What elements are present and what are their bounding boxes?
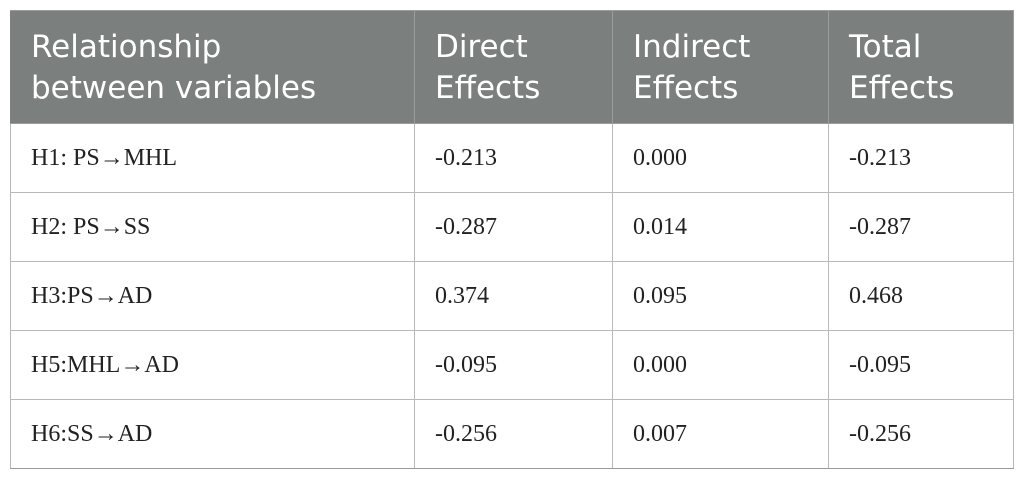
- table-row: H1: PS→MHL -0.213 0.000 -0.213: [10, 123, 1014, 193]
- cell-total: -0.256: [828, 399, 1014, 469]
- effects-table: Relationship between variables Direct Ef…: [10, 10, 1014, 469]
- header-total-effects: Total Effects: [828, 10, 1014, 124]
- table-header: Relationship between variables Direct Ef…: [10, 10, 1014, 124]
- header-indirect-effects: Indirect Effects: [612, 10, 829, 124]
- cell-indirect: 0.095: [612, 261, 829, 331]
- cell-indirect: 0.014: [612, 192, 829, 262]
- effects-table-container: Relationship between variables Direct Ef…: [10, 10, 1014, 469]
- header-direct-line2: Effects: [435, 70, 541, 106]
- cell-direct: -0.213: [414, 123, 613, 193]
- table-body: H1: PS→MHL -0.213 0.000 -0.213 H2: PS→SS…: [10, 123, 1014, 469]
- cell-indirect: 0.000: [612, 123, 829, 193]
- header-indirect-line2: Effects: [633, 70, 739, 106]
- table-row: H5:MHL→AD -0.095 0.000 -0.095: [10, 330, 1014, 400]
- header-total-line2: Effects: [849, 70, 955, 106]
- header-direct-line1: Direct: [435, 29, 528, 65]
- cell-direct: 0.374: [414, 261, 613, 331]
- cell-direct: -0.095: [414, 330, 613, 400]
- header-direct-effects: Direct Effects: [414, 10, 613, 124]
- cell-total: -0.287: [828, 192, 1014, 262]
- cell-direct: -0.287: [414, 192, 613, 262]
- header-indirect-line1: Indirect: [633, 29, 751, 65]
- cell-direct: -0.256: [414, 399, 613, 469]
- cell-total: 0.468: [828, 261, 1014, 331]
- header-row: Relationship between variables Direct Ef…: [10, 10, 1014, 124]
- cell-relationship: H1: PS→MHL: [10, 123, 415, 193]
- table-row: H3:PS→AD 0.374 0.095 0.468: [10, 261, 1014, 331]
- cell-relationship: H6:SS→AD: [10, 399, 415, 469]
- cell-total: -0.095: [828, 330, 1014, 400]
- header-total-line1: Total: [849, 29, 922, 65]
- table-row: H2: PS→SS -0.287 0.014 -0.287: [10, 192, 1014, 262]
- cell-relationship: H3:PS→AD: [10, 261, 415, 331]
- cell-total: -0.213: [828, 123, 1014, 193]
- header-relationship-line2: between variables: [31, 70, 317, 106]
- cell-relationship: H2: PS→SS: [10, 192, 415, 262]
- header-relationship-line1: Relationship: [31, 29, 222, 65]
- cell-relationship: H5:MHL→AD: [10, 330, 415, 400]
- table-row: H6:SS→AD -0.256 0.007 -0.256: [10, 399, 1014, 469]
- header-relationship: Relationship between variables: [10, 10, 415, 124]
- cell-indirect: 0.007: [612, 399, 829, 469]
- cell-indirect: 0.000: [612, 330, 829, 400]
